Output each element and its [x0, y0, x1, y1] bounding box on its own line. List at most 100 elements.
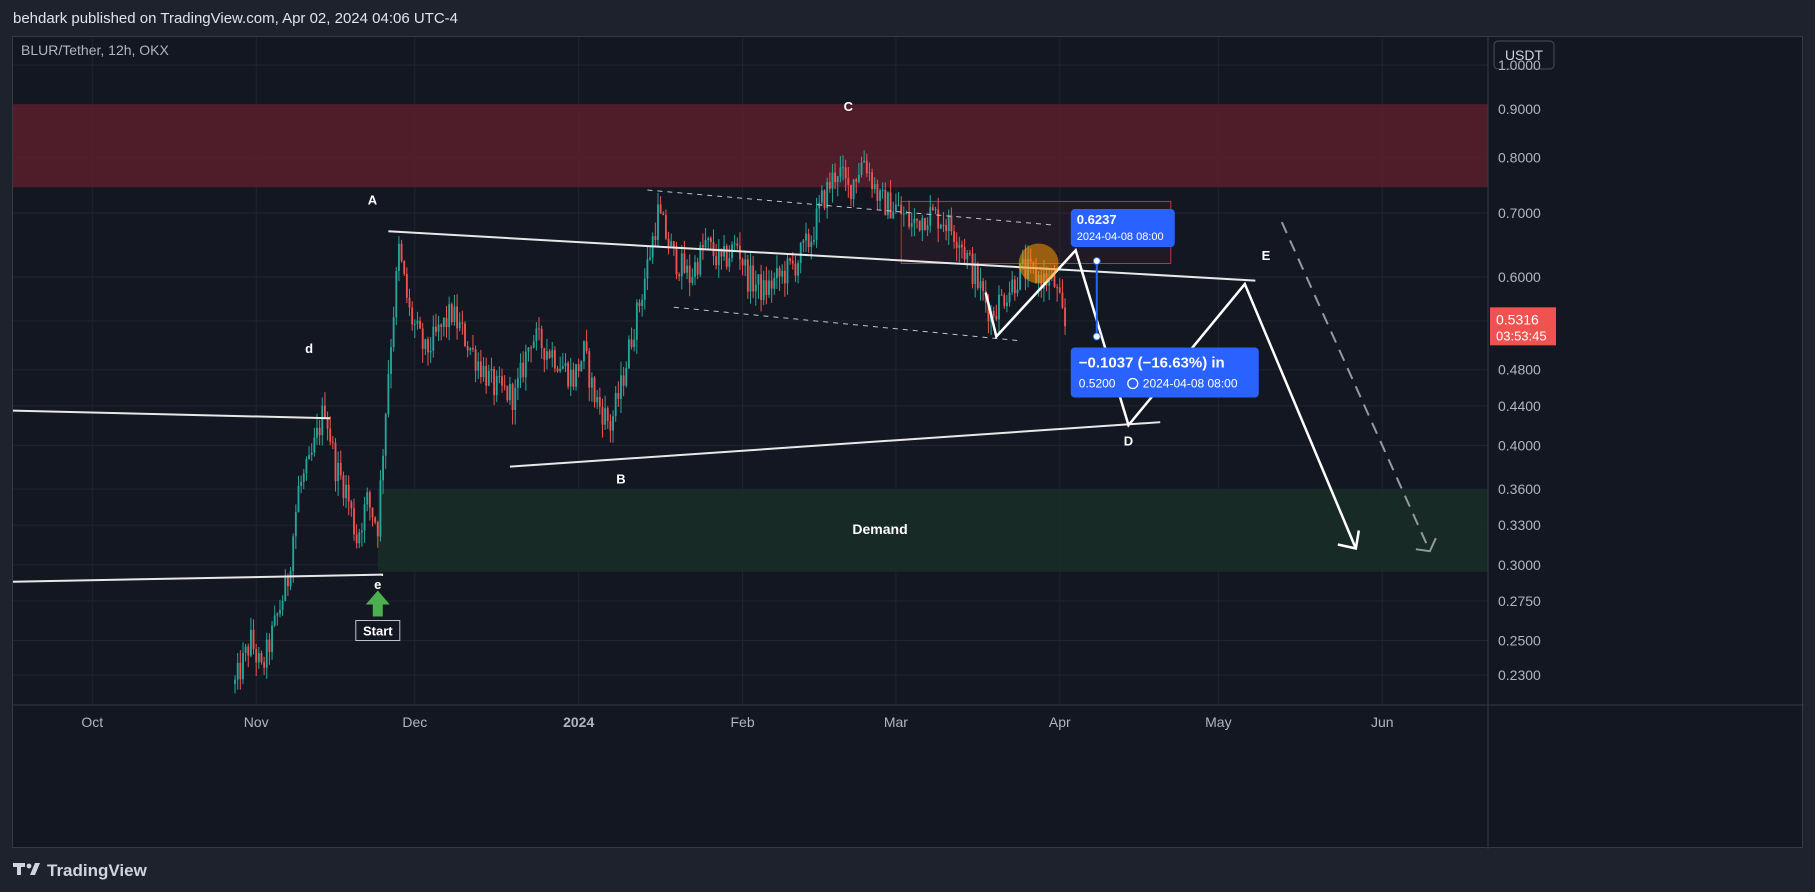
- candle-body: [435, 326, 437, 332]
- grid: [13, 37, 1488, 705]
- footer: TradingView: [13, 856, 147, 886]
- candle-body: [297, 485, 300, 513]
- candle-body: [992, 310, 995, 316]
- footer-brand[interactable]: TradingView: [47, 861, 147, 880]
- chart-title: BLUR/Tether, 12h, OKX: [21, 42, 170, 58]
- candle-body: [842, 167, 844, 169]
- price-tick-label: 0.3300: [1498, 517, 1541, 533]
- candle-body: [789, 258, 792, 261]
- candle-body: [683, 253, 686, 273]
- candle-body: [400, 243, 403, 261]
- candle-body: [752, 265, 755, 292]
- candle-body: [828, 181, 831, 189]
- candle-body: [532, 341, 535, 348]
- candle-body: [736, 243, 739, 246]
- candle-body: [982, 281, 985, 291]
- tradingview-logo-icon[interactable]: [13, 861, 41, 881]
- candle-body: [1016, 289, 1019, 294]
- candle-body: [887, 192, 889, 216]
- candle-body: [305, 459, 308, 474]
- candle-body: [506, 386, 509, 401]
- candle-body: [516, 378, 519, 388]
- candle-body: [675, 247, 678, 275]
- candle-body: [704, 240, 707, 248]
- candle-body: [453, 306, 456, 322]
- candle-body: [860, 162, 863, 176]
- last-price-badge: [1490, 307, 1556, 346]
- candle-body: [294, 512, 297, 537]
- measure-end-point: [1092, 332, 1101, 341]
- candle-body: [606, 408, 609, 421]
- publish-info: behdark published on TradingView.com, Ap…: [13, 9, 459, 27]
- price-tick-label: 0.3000: [1498, 557, 1541, 573]
- candle-body: [844, 167, 847, 178]
- candle-body: [432, 326, 435, 351]
- candle-body: [260, 653, 263, 663]
- candle-body: [403, 260, 406, 275]
- projection-path: [984, 247, 1357, 549]
- price-tick-label: 0.4400: [1498, 398, 1541, 414]
- candle-body: [667, 238, 670, 247]
- candle-body: [308, 455, 310, 460]
- candle-body: [495, 376, 498, 396]
- price-chart[interactable]: A B C D Ed e Demand Start 0.6237 2024-04-08 08:00…: [13, 37, 1804, 849]
- candle-body: [958, 244, 961, 248]
- time-tick-label: Dec: [402, 714, 427, 730]
- candle-body: [559, 368, 562, 372]
- wave-label-c: C: [844, 99, 854, 114]
- candle-body: [773, 278, 776, 289]
- channel-top: [647, 189, 1055, 226]
- candle-body: [897, 204, 900, 206]
- currency-button[interactable]: USDT: [1493, 40, 1555, 70]
- left-upper-line: [13, 409, 331, 420]
- candle-body: [585, 341, 588, 352]
- candle-body: [770, 280, 773, 289]
- candle-body: [276, 613, 279, 616]
- candle-body: [633, 339, 636, 348]
- time-tick-label: Jun: [1371, 714, 1394, 730]
- candle-body: [678, 274, 681, 277]
- faded-projection: [1280, 221, 1431, 552]
- candle-body: [1056, 287, 1059, 289]
- candle-body: [461, 322, 464, 324]
- lower-wedge-line: [509, 421, 1161, 468]
- candle-body: [292, 536, 295, 572]
- measure-change: −0.1037 (−16.63%) in: [1079, 354, 1225, 371]
- candle-body: [979, 281, 982, 289]
- candle-body: [641, 299, 644, 307]
- candle-body: [382, 455, 384, 481]
- candle-body: [279, 609, 281, 614]
- candle-body: [567, 362, 570, 387]
- candle-body: [908, 212, 911, 227]
- candle-body: [339, 462, 342, 476]
- candle-body: [934, 209, 937, 211]
- candle-body: [440, 324, 443, 327]
- candle-body: [601, 406, 604, 425]
- candle-body: [921, 217, 924, 231]
- candle-body: [358, 532, 361, 544]
- candle-body: [638, 302, 641, 307]
- candle-body: [664, 215, 667, 239]
- candle-body: [791, 260, 794, 264]
- candle-body: [1008, 292, 1011, 303]
- left-lower-line: [13, 573, 384, 583]
- candle-body: [635, 302, 638, 340]
- candle-body: [530, 347, 533, 349]
- candle-body: [371, 507, 374, 518]
- candle-body: [995, 315, 998, 320]
- candle-body: [810, 241, 813, 248]
- candle-body: [347, 484, 350, 502]
- price-tick-label: 0.2750: [1498, 593, 1541, 609]
- candle-body: [509, 384, 511, 401]
- candle-body: [799, 242, 802, 264]
- clock-icon: [1127, 377, 1139, 390]
- candle-body: [762, 280, 765, 300]
- candle-body: [852, 179, 855, 200]
- zone-supply: [13, 104, 1488, 188]
- candle-body: [1003, 295, 1006, 307]
- candle-body: [450, 304, 453, 322]
- candle-body: [976, 264, 979, 289]
- candle-body: [971, 253, 974, 285]
- candle-body: [551, 350, 554, 358]
